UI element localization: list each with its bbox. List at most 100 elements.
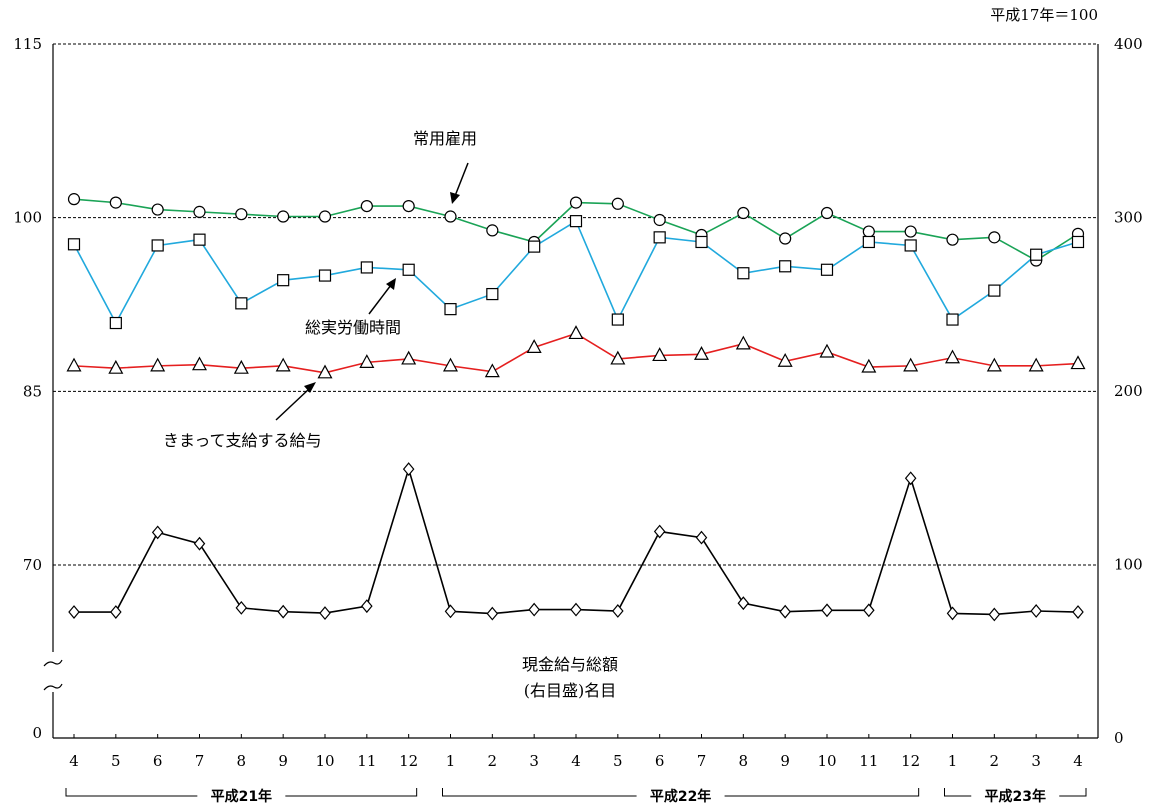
data-point: [66, 357, 82, 372]
annotation-現金給与総額: 現金給与総額 (右目盛)名目: [522, 655, 618, 700]
data-point: [151, 525, 164, 540]
data-point: [68, 605, 80, 619]
data-point: [653, 524, 666, 539]
data-point: [235, 208, 248, 221]
data-point: [777, 352, 793, 367]
year-bracket-left: [65, 788, 198, 797]
x-tick-label: 12: [399, 752, 418, 770]
x-tick-label: 5: [613, 752, 623, 770]
data-point: [444, 604, 457, 619]
data-point: [277, 274, 290, 287]
data-point: [944, 349, 961, 364]
annotation-きまって支給する給与: きまって支給する給与: [163, 382, 322, 450]
annotation-常用雇用: 常用雇用: [413, 129, 477, 204]
data-point: [402, 462, 415, 477]
data-point: [484, 363, 500, 378]
data-point: [904, 471, 917, 486]
series-line: [74, 466, 1079, 616]
data-point: [820, 263, 834, 276]
data-point: [821, 603, 833, 618]
right-tick-label: 200: [1114, 382, 1143, 400]
year-label: 平成22年: [650, 788, 711, 805]
series-line: [73, 332, 1079, 374]
year-label: 平成21年: [211, 788, 272, 805]
data-point: [67, 238, 81, 251]
right-tick-label: 300: [1114, 209, 1143, 227]
data-point: [695, 235, 708, 249]
base-note: 平成17年＝100: [990, 6, 1098, 24]
data-point: [820, 206, 834, 220]
data-point: [946, 606, 959, 621]
data-point: [693, 346, 710, 360]
data-point: [486, 224, 499, 237]
x-tick-label: 12: [901, 752, 920, 770]
left-tick-label: 100: [13, 209, 42, 227]
year-bracket-left: [442, 788, 637, 797]
series-現金給与総額: [68, 462, 1084, 622]
x-tick-label: 6: [153, 752, 163, 770]
right-axis-ticks: 0 100 200 300 400: [1114, 35, 1143, 747]
annotation-arrow: [454, 162, 469, 197]
year-bracket-left: [944, 788, 972, 797]
x-tick-label: 3: [1031, 752, 1041, 770]
data-point: [779, 260, 792, 273]
left-tick-label: 85: [23, 382, 42, 400]
annotation-総実労働時間: 総実労働時間: [305, 278, 401, 337]
data-point: [779, 604, 791, 619]
year-bracket-right: [1059, 788, 1087, 797]
x-tick-label: 9: [278, 752, 288, 770]
data-point: [528, 240, 541, 253]
arrow-head-icon: [386, 278, 396, 290]
year-groups: 平成21年 平成22年 平成23年: [65, 788, 1087, 805]
data-point: [862, 225, 875, 238]
x-tick-label: 4: [1073, 752, 1083, 770]
arrow-head-icon: [450, 192, 460, 204]
data-point: [779, 232, 792, 245]
data-point: [402, 263, 415, 276]
data-point: [862, 235, 875, 249]
series-きまって支給する給与: [66, 325, 1086, 379]
x-tick-label: 8: [237, 752, 247, 770]
series-line: [73, 219, 1079, 325]
x-tick-label: 1: [446, 752, 456, 770]
year-label: 平成23年: [985, 788, 1046, 805]
data-point: [652, 347, 668, 362]
x-tick-label: 1: [948, 752, 958, 770]
data-point: [570, 602, 582, 617]
data-point: [191, 356, 208, 371]
data-point: [946, 313, 959, 326]
x-tick-label: 11: [357, 752, 376, 770]
series-label-総実労働時間: 総実労働時間: [305, 318, 401, 337]
data-point: [569, 196, 583, 209]
data-point: [151, 239, 164, 252]
data-point: [1030, 248, 1043, 261]
left-tick-label: 70: [23, 556, 42, 574]
data-point: [277, 604, 289, 619]
data-point: [610, 350, 626, 365]
x-tick-label: 6: [655, 752, 665, 770]
data-point: [569, 215, 583, 228]
data-point: [402, 199, 415, 213]
data-point: [235, 297, 248, 310]
data-point: [233, 359, 249, 374]
series-常用雇用: [67, 193, 1085, 267]
data-point: [737, 206, 750, 220]
data-point: [444, 210, 457, 223]
left-tick-label: 115: [13, 35, 42, 53]
right-tick-label: 100: [1114, 556, 1143, 574]
data-point: [1028, 357, 1044, 372]
series-label-sub: (右目盛)名目: [524, 681, 617, 700]
data-point: [317, 364, 333, 379]
series-label-きまって支給する給与: きまって支給する給与: [163, 431, 322, 450]
data-point: [988, 231, 1001, 244]
data-point: [319, 606, 331, 621]
data-point: [653, 231, 666, 244]
data-point: [361, 599, 373, 614]
data-point: [442, 357, 459, 372]
data-point: [653, 213, 666, 227]
data-point: [360, 261, 373, 274]
x-tick-label: 2: [990, 752, 1000, 770]
series-label-常用雇用: 常用雇用: [413, 129, 477, 148]
data-point: [277, 210, 290, 223]
data-point: [612, 604, 624, 618]
